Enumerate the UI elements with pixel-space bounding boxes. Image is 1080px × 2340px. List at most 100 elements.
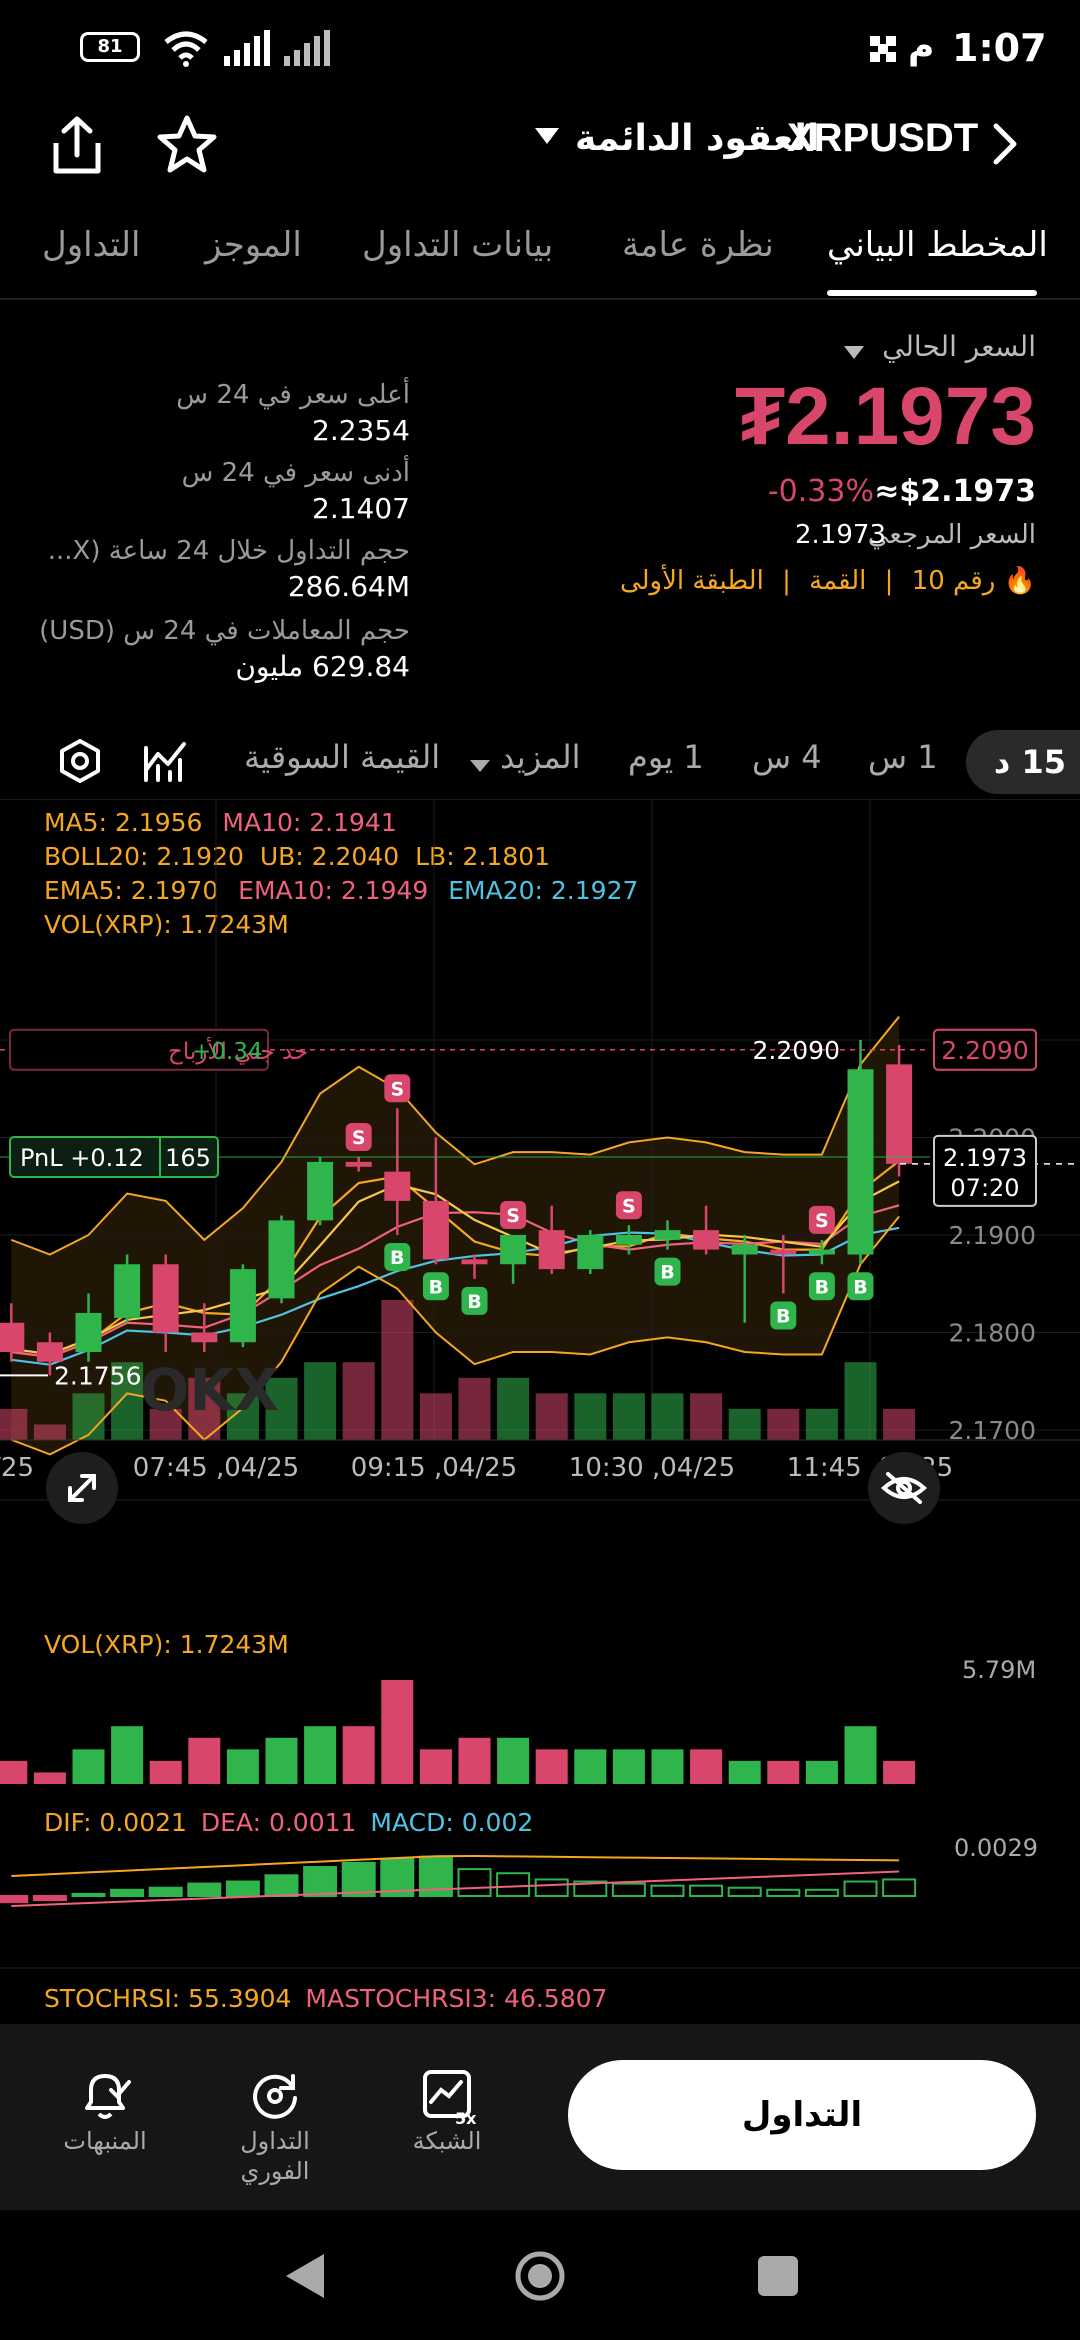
macd-histogram-bar: [573, 1880, 608, 1898]
main-volume-bar: [612, 1393, 645, 1440]
tab-summary[interactable]: الموجز: [205, 225, 302, 265]
bottom-action-bar: المنبهات التداول الفوري 5x الشبكة التداو…: [0, 2024, 1080, 2210]
sell-marker-label: S: [815, 1210, 829, 1232]
macd-histogram-bar: [882, 1878, 917, 1897]
buy-marker: [422, 1272, 449, 1301]
main-volume-bar: [574, 1393, 607, 1440]
stochrsi-value: STOCHRSI: 55.3904: [44, 1984, 292, 2013]
buy-marker-label: B: [429, 1276, 443, 1298]
last-price: ₮2.1973: [735, 371, 1036, 462]
main-volume-bar: [651, 1393, 684, 1440]
tab-trade-data[interactable]: بيانات التداول: [362, 225, 554, 265]
tab-trade[interactable]: التداول: [42, 225, 141, 265]
volume-bar: [149, 1760, 182, 1784]
candle-body: [500, 1235, 527, 1265]
tab-overview[interactable]: نظرة عامة: [622, 225, 774, 265]
macd-value: MACD: 0.002: [370, 1808, 534, 1837]
more-timeframes[interactable]: المزيد: [500, 738, 581, 776]
share-icon[interactable]: [48, 115, 106, 177]
candle-body: [422, 1200, 449, 1260]
volume-chart: [0, 1680, 916, 1784]
timeframe-15m[interactable]: 15 د: [966, 730, 1080, 794]
market-value-tab[interactable]: القيمة السوقية: [244, 738, 441, 776]
main-volume-bar: [458, 1377, 491, 1440]
grid-button[interactable]: 5x الشبكة: [392, 2066, 502, 2156]
tier-label: الطبقة الأولى: [619, 566, 764, 596]
macd-histogram-bar: [650, 1884, 685, 1898]
price-tick-label: 2.1700: [949, 1416, 1036, 1445]
volume-indicator-value: VOL(XRP): 1.7243M: [44, 910, 289, 939]
battery-level: 81: [97, 36, 123, 57]
expand-chart-button[interactable]: [46, 1452, 118, 1524]
volume-bar: [458, 1737, 491, 1784]
macd-histogram-bar: [341, 1861, 376, 1897]
macd-histogram-bar: [225, 1880, 260, 1898]
turnover-24h-label: حجم المعاملات في 24 س (USD): [39, 616, 410, 646]
alerts-button[interactable]: المنبهات: [50, 2066, 160, 2156]
main-volume-bar: [690, 1393, 723, 1440]
candle-body: [808, 1249, 835, 1255]
macd-histogram-bar: [303, 1866, 338, 1897]
usd-price: ≈$2.1973: [874, 474, 1036, 509]
home-icon[interactable]: [512, 2248, 568, 2304]
volume-bar: [381, 1680, 414, 1784]
recents-icon[interactable]: [756, 2254, 800, 2298]
trade-button-label: التداول: [741, 2095, 863, 2135]
rank-row[interactable]: 🔥 رقم 10 | القمة | الطبقة الأولى: [619, 566, 1036, 596]
sell-marker: [808, 1205, 835, 1234]
back-icon[interactable]: [280, 2250, 328, 2302]
vol-panel-label: VOL(XRP): 1.7243M: [44, 1630, 289, 1659]
buy-marker: [654, 1257, 681, 1286]
period-high-label: 2.2090: [753, 1036, 840, 1065]
main-volume-bar: [767, 1408, 800, 1440]
time-tick-label: ,04/25: [0, 1453, 34, 1483]
instant-trade-button[interactable]: التداول الفوري: [220, 2066, 330, 2186]
system-nav-bar: [0, 2210, 1080, 2340]
candle-body: [345, 1161, 372, 1167]
candle-body: [847, 1069, 874, 1255]
candle-body: [615, 1235, 642, 1245]
indicator-line-2: BOLL20: 2.1920 UB: 2.2040 LB: 2.1801: [44, 842, 550, 871]
macd-histogram-bar: [727, 1886, 762, 1897]
volume-bar: [728, 1760, 761, 1784]
candle-body: [731, 1244, 758, 1255]
hide-orders-button[interactable]: [868, 1452, 940, 1524]
high-price-tag-label: 2.2090: [941, 1036, 1028, 1065]
fire-icon: 🔥: [1003, 566, 1036, 596]
indicator-line-1: MA5: 2.1956 MA10: 2.1941: [44, 808, 397, 837]
tab-active-indicator: [827, 290, 1037, 296]
take-profit-value: +0.34: [192, 1039, 262, 1065]
settings-hexagon-icon[interactable]: [58, 738, 102, 784]
sell-marker: [500, 1201, 527, 1229]
candle-body: [307, 1161, 334, 1221]
bollinger-lower-line: [10, 1215, 900, 1456]
favorite-star-icon[interactable]: [156, 114, 218, 174]
contract-selector[interactable]: العقود الدائمة XRPUSDT: [535, 116, 978, 178]
indicators-icon[interactable]: [142, 738, 188, 784]
buy-marker: [384, 1243, 411, 1271]
macd-histogram-bar: [843, 1880, 878, 1898]
volume-bar: [767, 1760, 800, 1784]
current-price-tag: [933, 1134, 1037, 1207]
timeframe-4h[interactable]: 4 س: [752, 738, 822, 776]
ref-price-value: 2.1973: [795, 520, 886, 550]
volume-bar: [72, 1749, 105, 1784]
current-price-label: السعر الحالي: [882, 330, 1036, 363]
candlestick-chart[interactable]: 2.21002.20002.19002.18002.1700SSSSSBBBBB…: [0, 800, 1080, 1610]
time-tick-label: 10:30 ,04/25: [569, 1453, 735, 1483]
contract-type-label: العقود الدائمة: [575, 118, 820, 159]
volume-bar: [805, 1760, 838, 1784]
chevron-right-icon[interactable]: [990, 122, 1020, 166]
low-24h-value: 2.1407: [312, 492, 410, 525]
volume-bar: [883, 1760, 916, 1784]
current-price-label-row[interactable]: السعر الحالي: [882, 330, 1036, 363]
timeframe-1d[interactable]: 1 يوم: [628, 738, 704, 776]
peak-label: القمة: [809, 566, 867, 596]
tab-chart[interactable]: المخطط البياني: [827, 225, 1048, 265]
volume-bar: [342, 1726, 375, 1784]
trade-button[interactable]: التداول: [568, 2060, 1036, 2170]
ema5-value: EMA5: 2.1970: [44, 876, 219, 905]
macd-histogram-bar: [110, 1888, 145, 1897]
timeframe-1h[interactable]: 1 س: [868, 738, 938, 776]
volume-bar: [33, 1772, 66, 1784]
